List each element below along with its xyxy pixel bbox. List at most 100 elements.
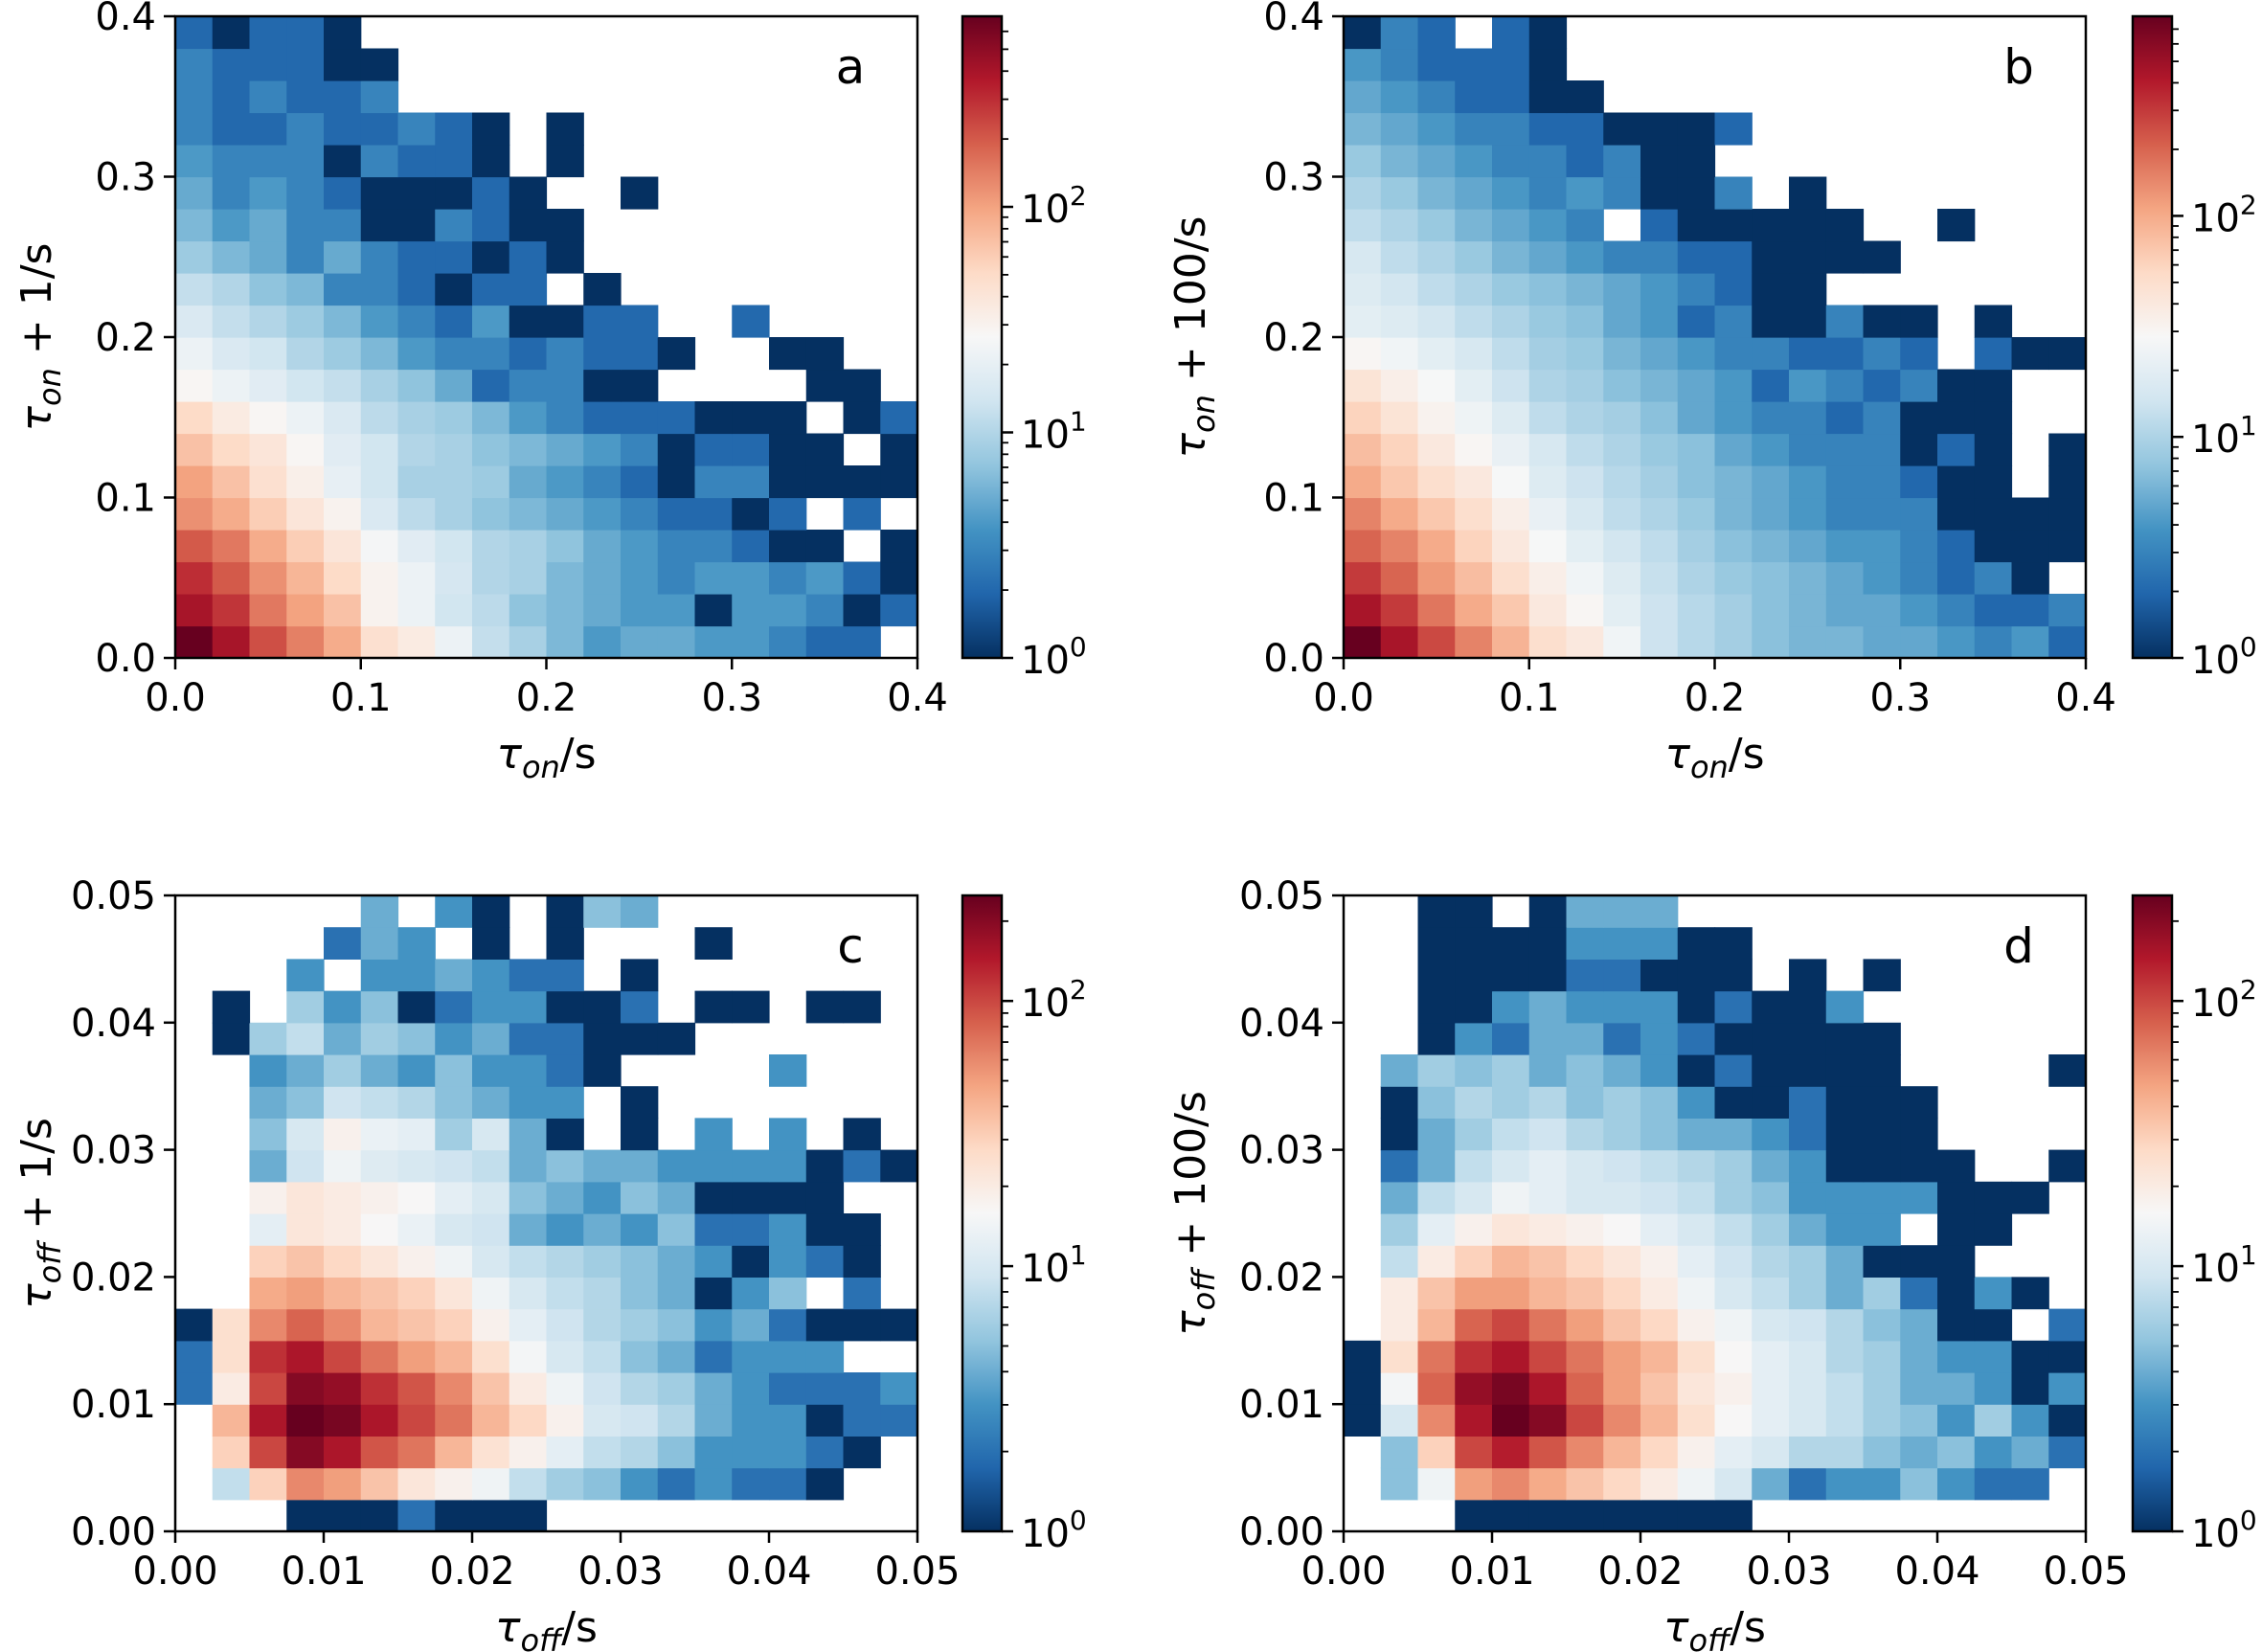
heatmap-cell [212, 530, 251, 563]
y-tick-label: 0.03 [71, 1129, 156, 1173]
heatmap-cell [286, 1181, 325, 1214]
heatmap-cell [1974, 594, 2013, 627]
heatmap-cell [1937, 1277, 1976, 1310]
heatmap-cell [1677, 305, 1716, 338]
heatmap-cell [1492, 1467, 1530, 1501]
heatmap-cell [1714, 1054, 1753, 1087]
heatmap-cell [286, 1308, 325, 1342]
heatmap-cell [583, 497, 622, 531]
heatmap-cell [286, 369, 325, 402]
heatmap-cell [1825, 1022, 1865, 1055]
heatmap-cell [1752, 1308, 1790, 1342]
heatmap-cell [2011, 1372, 2049, 1405]
heatmap-cell [249, 145, 287, 178]
heatmap-cell [324, 209, 362, 242]
heatmap-cell [360, 1245, 399, 1278]
heatmap-cell [1640, 1213, 1679, 1246]
heatmap-cell [286, 240, 325, 274]
heatmap-cell [1863, 1404, 1901, 1437]
heatmap-cell [435, 895, 473, 928]
heatmap-cell [1900, 465, 1938, 499]
heatmap-cell [1974, 530, 2013, 563]
heatmap-cell [1900, 561, 1938, 595]
heatmap-cell [1825, 337, 1865, 371]
heatmap-cell [435, 561, 473, 595]
heatmap-cell [1974, 369, 2013, 402]
heatmap-cell [1900, 1372, 1938, 1405]
heatmap-cell [360, 1436, 399, 1469]
heatmap-cell [805, 1436, 845, 1469]
heatmap-cell [1825, 465, 1865, 499]
heatmap-cell [1825, 1245, 1865, 1278]
heatmap-cell [360, 112, 399, 146]
heatmap-cell [546, 1086, 584, 1119]
heatmap-cell [657, 465, 696, 499]
heatmap-cell [175, 465, 214, 499]
heatmap-cell [1492, 433, 1530, 466]
heatmap-cell [397, 1499, 436, 1532]
heatmap-cell [324, 1436, 362, 1469]
heatmap-cell [1863, 625, 1901, 659]
heatmap-cell [1825, 594, 1865, 627]
heatmap-cell [732, 401, 770, 435]
heatmap-cell [583, 1340, 622, 1373]
heatmap-cell [1825, 240, 1865, 274]
heatmap-cell [1752, 1086, 1790, 1119]
heatmap-cell [657, 1181, 696, 1214]
heatmap-cell [175, 209, 214, 242]
x-axis-label: τoff/s [495, 1603, 598, 1652]
heatmap-cell [397, 240, 436, 274]
heatmap-cell [1417, 561, 1456, 595]
heatmap-cell [694, 927, 733, 960]
heatmap-cell [1640, 1308, 1679, 1342]
heatmap-cell [472, 145, 510, 178]
heatmap-cell [805, 530, 845, 563]
heatmap-cell [1640, 1054, 1679, 1087]
heatmap-cell [249, 625, 287, 659]
heatmap-cell [1566, 240, 1604, 274]
y-tick-label: 0.05 [1239, 874, 1324, 918]
heatmap-cell [769, 1118, 807, 1151]
heatmap-cell [1528, 465, 1568, 499]
heatmap-cell [1380, 48, 1419, 81]
heatmap-cell [732, 1181, 770, 1214]
heatmap-cell [583, 594, 622, 627]
heatmap-cell [324, 1277, 362, 1310]
heatmap-cell [1492, 240, 1530, 274]
heatmap-cell [621, 1340, 659, 1373]
heatmap-cell [1789, 1086, 1827, 1119]
heatmap-cell [397, 209, 436, 242]
heatmap-cell [1789, 1340, 1827, 1373]
heatmap-cell [1566, 401, 1604, 435]
heatmap-cell [1974, 1213, 2013, 1246]
heatmap-cell [212, 1404, 251, 1437]
heatmap-cell [732, 465, 770, 499]
heatmap-cell [212, 1467, 251, 1501]
heatmap-cell [1937, 1245, 1976, 1278]
heatmap-cell [1344, 16, 1382, 50]
heatmap-cell [397, 1277, 436, 1310]
y-axis-label: τoff + 1/s [12, 1118, 68, 1309]
heatmap-cell [621, 1086, 659, 1119]
heatmap-cell [694, 990, 733, 1024]
heatmap-cell [1863, 561, 1901, 595]
heatmap-cell [435, 465, 473, 499]
heatmap-cell [1789, 1467, 1827, 1501]
heatmap-cell [1380, 209, 1419, 242]
heatmap-cell [880, 1308, 918, 1342]
heatmap-cell [397, 369, 436, 402]
heatmap-cell [435, 497, 473, 531]
heatmap-cell [435, 240, 473, 274]
heatmap-cell [1752, 625, 1790, 659]
heatmap-cell [1937, 625, 1976, 659]
heatmap-cell [1417, 1467, 1456, 1501]
heatmap-cell [1640, 1277, 1679, 1310]
heatmap-cell [769, 433, 807, 466]
heatmap-cell [657, 497, 696, 531]
heatmap-cell [1863, 1245, 1901, 1278]
heatmap-cell [1640, 1340, 1679, 1373]
heatmap-cell [1455, 1245, 1493, 1278]
heatmap-cell [472, 1499, 510, 1532]
heatmap-cell [249, 209, 287, 242]
heatmap-cell [1455, 1149, 1493, 1183]
